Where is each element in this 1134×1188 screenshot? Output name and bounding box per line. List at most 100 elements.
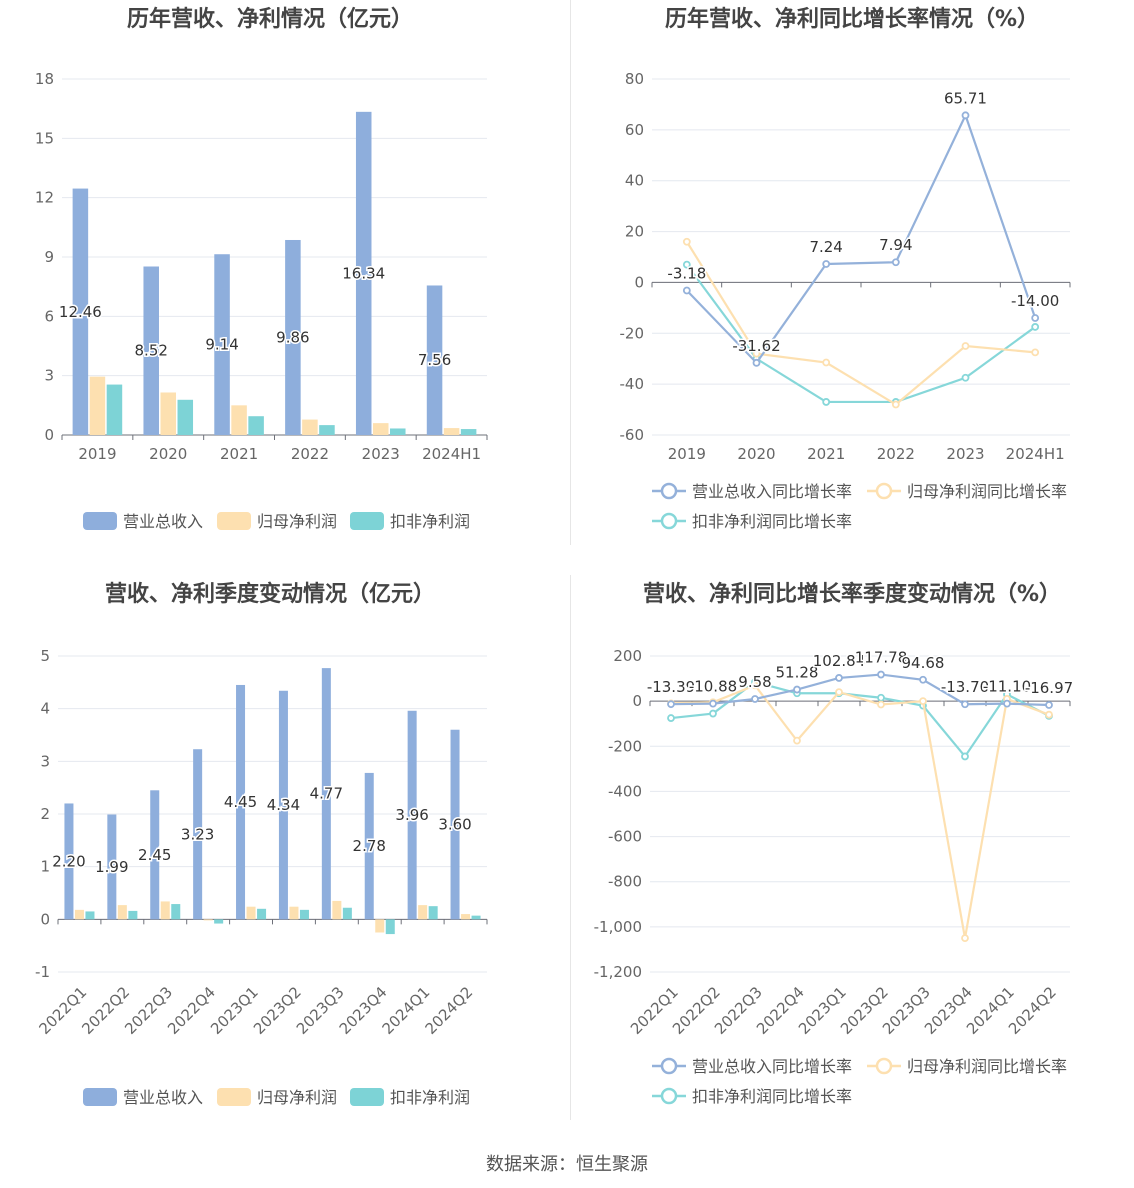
- y-tick-label: -40: [620, 375, 645, 393]
- line-point: [682, 237, 691, 246]
- bar-deducted-profit: [171, 904, 181, 920]
- x-tick-label: 2023: [362, 445, 400, 463]
- bar-value-label: 8.52: [135, 342, 168, 360]
- line-point: [709, 699, 717, 708]
- line-point: [682, 260, 691, 269]
- legend-swatch: [350, 512, 384, 530]
- line-value-label: 102.84: [813, 652, 866, 670]
- bar-value-label: 12.46: [59, 303, 102, 321]
- bar-value-label: 2.78: [353, 837, 386, 855]
- bar-value-label: 1.99: [95, 858, 128, 876]
- x-tick-label: 2024H1: [1006, 445, 1065, 463]
- y-tick-label: 0: [634, 273, 644, 291]
- y-tick-label: 15: [35, 129, 54, 147]
- bar-net-profit: [375, 919, 385, 933]
- line-value-label: -13.70: [941, 678, 989, 696]
- line-point: [919, 675, 927, 684]
- y-tick-label: 2: [40, 805, 50, 823]
- bar-value-label: 7.56: [418, 351, 451, 369]
- bar-deducted-profit: [342, 907, 352, 920]
- line-point: [835, 688, 843, 697]
- legend-label: 归母净利润同比增长率: [907, 1057, 1067, 1076]
- y-tick-label: -600: [608, 828, 642, 846]
- bar-net-profit: [289, 906, 299, 920]
- bar-revenue: [236, 684, 246, 920]
- bar-revenue: [193, 749, 203, 920]
- line-point: [961, 373, 970, 382]
- legend-label: 营业总收入: [123, 512, 203, 531]
- y-tick-label: -800: [608, 873, 642, 891]
- bar-revenue: [364, 772, 374, 920]
- bar-deducted-profit: [214, 919, 224, 924]
- bar-value-label: 3.60: [438, 816, 471, 834]
- legend-label: 归母净利润同比增长率: [907, 482, 1067, 501]
- x-tick-label: 2021: [807, 445, 845, 463]
- line-value-label: 51.28: [776, 664, 819, 682]
- x-tick-label: 2024H1: [422, 445, 481, 463]
- line-value-label: -31.62: [732, 337, 780, 355]
- line-point: [961, 934, 969, 943]
- line-point: [1003, 699, 1011, 708]
- y-tick-label: -200: [608, 737, 642, 755]
- line-point: [1031, 323, 1040, 331]
- y-tick-label: -400: [608, 782, 642, 800]
- line-point: [961, 752, 969, 761]
- y-tick-label: 5: [40, 647, 50, 665]
- bar-revenue: [64, 803, 74, 920]
- line-point: [891, 400, 900, 409]
- legend-swatch-marker: [660, 482, 678, 500]
- bar-deducted-profit: [257, 908, 267, 920]
- line-value-label: -13.39: [647, 678, 695, 696]
- bar-deducted-profit: [460, 429, 477, 435]
- legend-label: 归母净利润: [257, 512, 337, 531]
- y-tick-label: 6: [44, 307, 54, 325]
- bar-value-label: 9.14: [205, 336, 238, 354]
- x-tick-label: 2020: [149, 445, 187, 463]
- x-tick-label: 2024Q2: [422, 983, 477, 1038]
- y-tick-label: -1: [35, 963, 50, 981]
- y-tick-label: -60: [620, 426, 645, 444]
- bar-net-profit: [372, 423, 389, 435]
- data-source-note: 数据来源：恒生聚源: [486, 1154, 648, 1175]
- legend-swatch-marker: [875, 482, 893, 500]
- y-tick-label: 200: [613, 647, 642, 665]
- legend-label: 扣非净利润同比增长率: [692, 512, 852, 531]
- bar-revenue: [150, 790, 160, 920]
- line-value-label: 65.71: [944, 89, 987, 107]
- line-value-label: 7.94: [879, 236, 912, 254]
- bar-value-label: 4.77: [310, 785, 343, 803]
- y-tick-label: 18: [35, 70, 54, 88]
- bar-net-profit: [461, 914, 471, 920]
- bar-net-profit: [302, 419, 318, 435]
- bar-revenue: [450, 729, 460, 920]
- line-series-net-profit-growth: [670, 684, 1050, 939]
- legend-swatch-marker: [660, 512, 678, 530]
- bar-net-profit: [203, 919, 213, 921]
- line-value-label: 94.68: [902, 654, 945, 672]
- y-tick-label: 80: [625, 70, 644, 88]
- line-point: [793, 736, 801, 745]
- bar-deducted-profit: [85, 911, 95, 920]
- line-point: [751, 681, 759, 690]
- bar-value-label: 4.34: [267, 796, 300, 814]
- x-tick-label: 2019: [668, 445, 706, 463]
- legend-swatch-marker: [660, 1087, 678, 1105]
- line-value-label: 9.58: [738, 673, 771, 691]
- bar-deducted-profit: [428, 906, 438, 920]
- annual-revenue-profit-chart: 历年营收、净利情况（亿元） 0 3 6 9 12 15 18 2019 2020 2021 2022 2…: [35, 6, 488, 531]
- bar-deducted-profit: [299, 909, 309, 920]
- line-point: [709, 709, 717, 718]
- line-series-revenue-growth: [686, 112, 1037, 365]
- line-point: [751, 695, 759, 703]
- line-value-label: -14.00: [1011, 292, 1059, 310]
- line-point: [752, 349, 761, 358]
- y-tick-label: -20: [620, 324, 645, 342]
- line-point: [682, 286, 691, 295]
- bar-net-profit: [160, 392, 177, 435]
- line-point: [667, 714, 675, 722]
- bar-value-label: 4.45: [224, 793, 257, 811]
- line-point: [891, 258, 900, 267]
- panel-divider-bottom: [570, 575, 571, 1120]
- chart-title: 营收、净利同比增长率季度变动情况（%）: [643, 581, 1061, 607]
- line-point: [961, 111, 970, 120]
